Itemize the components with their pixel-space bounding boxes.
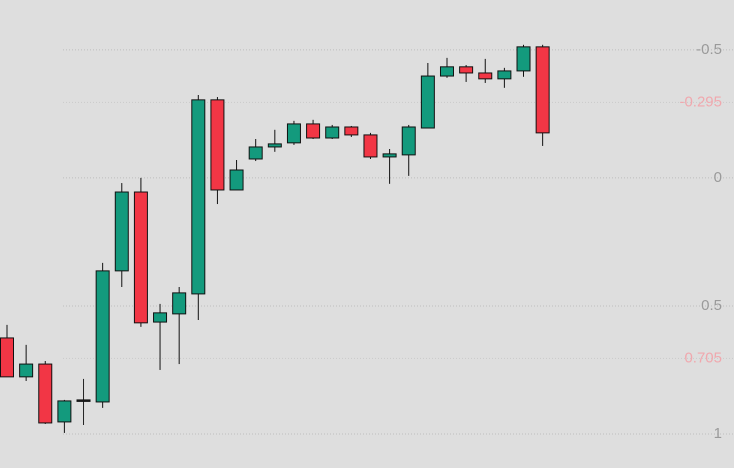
candle-body	[459, 66, 474, 74]
candle-body	[95, 270, 110, 403]
candle-body	[172, 292, 187, 315]
price-line-label: 0.705	[684, 349, 722, 366]
candle-body	[153, 312, 168, 323]
candle-body	[344, 126, 359, 136]
y-tick-label: 0	[714, 169, 722, 186]
candle-body	[76, 399, 91, 402]
candle-body	[401, 126, 416, 156]
candle-body	[420, 75, 435, 129]
candle-body	[114, 191, 129, 272]
price-line-label: -0.295	[679, 93, 722, 110]
candle-body	[497, 70, 512, 80]
y-tick-label: 1	[714, 425, 722, 442]
candle-body	[286, 123, 301, 144]
candle-body	[439, 66, 454, 77]
candle-body	[325, 126, 340, 139]
candle-body	[210, 99, 225, 191]
candle-body	[229, 169, 244, 191]
candle-body	[191, 99, 206, 295]
candle-body	[38, 363, 53, 424]
candle-body	[363, 134, 378, 158]
candle-body	[306, 123, 321, 139]
candle-body	[478, 72, 493, 80]
candle-body	[0, 337, 14, 378]
candle-body	[57, 400, 72, 423]
y-tick-label: -0.5	[696, 41, 722, 58]
candle-body	[535, 46, 550, 134]
candle-body	[267, 143, 282, 148]
candle-body	[19, 363, 34, 378]
candle-body	[133, 191, 148, 324]
y-tick-label: 0.5	[701, 297, 722, 314]
candle-body	[382, 153, 397, 158]
candle-body	[516, 46, 531, 72]
candle-body	[248, 146, 263, 160]
